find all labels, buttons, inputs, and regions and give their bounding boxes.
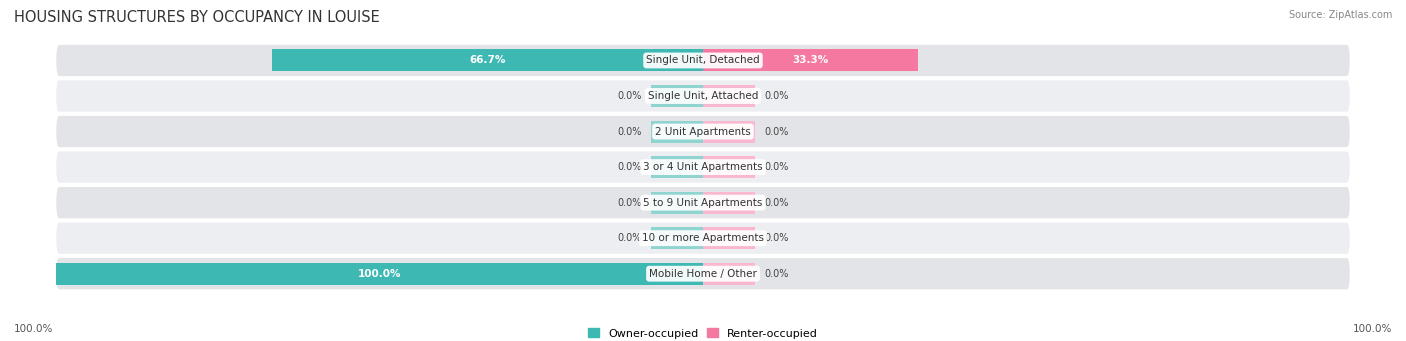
FancyBboxPatch shape: [56, 116, 1350, 147]
Text: 3 or 4 Unit Apartments: 3 or 4 Unit Apartments: [643, 162, 763, 172]
Text: 0.0%: 0.0%: [617, 198, 641, 208]
Text: 100.0%: 100.0%: [1353, 324, 1392, 334]
Bar: [703, 156, 755, 178]
Text: 0.0%: 0.0%: [765, 162, 789, 172]
Text: 100.0%: 100.0%: [14, 324, 53, 334]
Text: 10 or more Apartments: 10 or more Apartments: [643, 233, 763, 243]
Bar: [703, 227, 755, 249]
Bar: [703, 192, 755, 214]
Text: Single Unit, Detached: Single Unit, Detached: [647, 56, 759, 65]
Text: 66.7%: 66.7%: [470, 56, 506, 65]
Bar: [651, 156, 703, 178]
FancyBboxPatch shape: [56, 223, 1350, 254]
Bar: [651, 227, 703, 249]
Bar: [703, 120, 755, 143]
Text: 0.0%: 0.0%: [617, 162, 641, 172]
Bar: [651, 192, 703, 214]
Text: 33.3%: 33.3%: [793, 56, 828, 65]
FancyBboxPatch shape: [56, 80, 1350, 112]
Text: HOUSING STRUCTURES BY OCCUPANCY IN LOUISE: HOUSING STRUCTURES BY OCCUPANCY IN LOUIS…: [14, 10, 380, 25]
FancyBboxPatch shape: [56, 151, 1350, 183]
Bar: [703, 49, 918, 72]
Text: 0.0%: 0.0%: [765, 198, 789, 208]
Text: Mobile Home / Other: Mobile Home / Other: [650, 269, 756, 279]
FancyBboxPatch shape: [56, 187, 1350, 218]
Text: 0.0%: 0.0%: [765, 233, 789, 243]
Text: Source: ZipAtlas.com: Source: ZipAtlas.com: [1288, 10, 1392, 20]
Text: 100.0%: 100.0%: [359, 269, 401, 279]
Text: 0.0%: 0.0%: [765, 91, 789, 101]
Bar: [271, 49, 703, 72]
Text: 5 to 9 Unit Apartments: 5 to 9 Unit Apartments: [644, 198, 762, 208]
Bar: [651, 85, 703, 107]
Legend: Owner-occupied, Renter-occupied: Owner-occupied, Renter-occupied: [583, 324, 823, 341]
Text: 0.0%: 0.0%: [617, 127, 641, 136]
Bar: [703, 85, 755, 107]
Bar: [56, 263, 703, 285]
Text: Single Unit, Attached: Single Unit, Attached: [648, 91, 758, 101]
Bar: [703, 263, 755, 285]
Text: 0.0%: 0.0%: [765, 127, 789, 136]
Text: 0.0%: 0.0%: [765, 269, 789, 279]
FancyBboxPatch shape: [56, 45, 1350, 76]
Text: 0.0%: 0.0%: [617, 233, 641, 243]
Bar: [651, 120, 703, 143]
Text: 0.0%: 0.0%: [617, 91, 641, 101]
FancyBboxPatch shape: [56, 258, 1350, 290]
Text: 2 Unit Apartments: 2 Unit Apartments: [655, 127, 751, 136]
